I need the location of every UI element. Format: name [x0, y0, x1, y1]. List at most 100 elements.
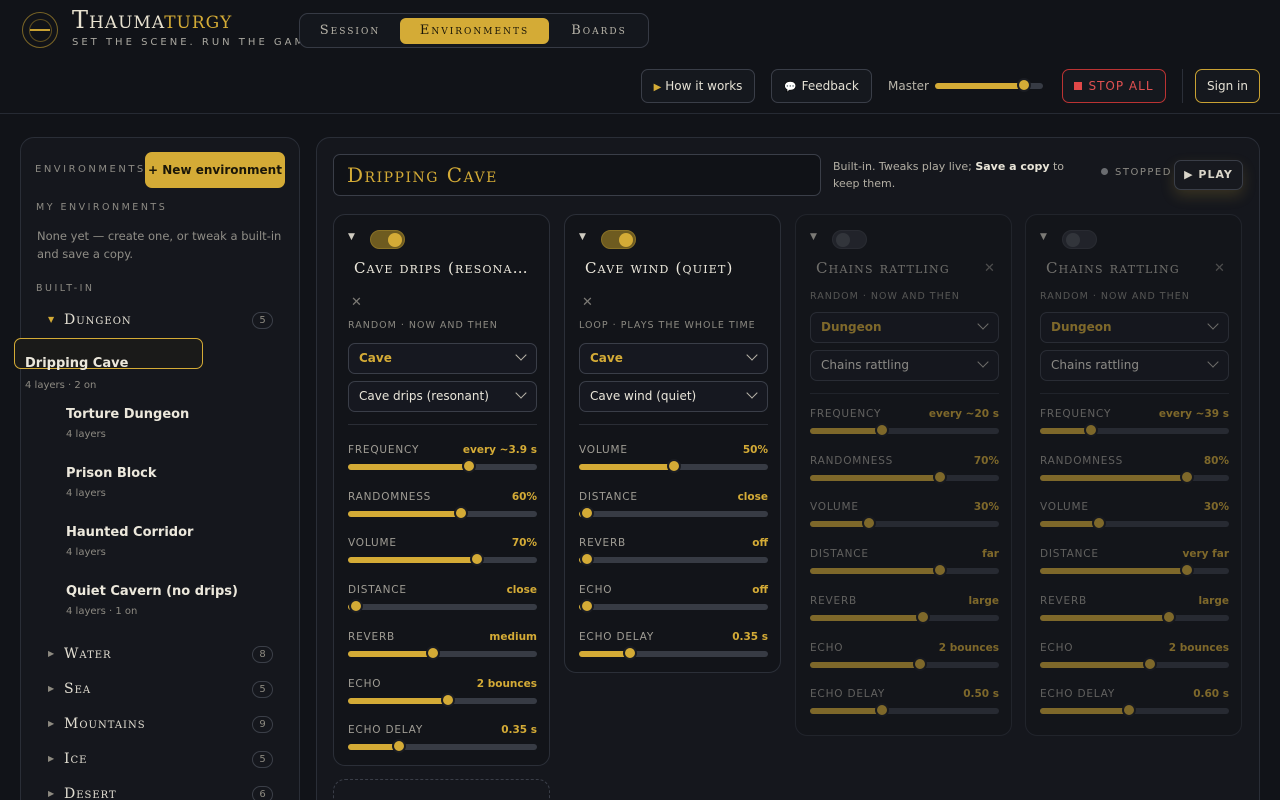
param-slider-echo[interactable] [348, 692, 537, 707]
param-slider-randomness[interactable] [810, 469, 999, 484]
slider-knob[interactable] [348, 599, 363, 614]
remove-layer-icon[interactable]: ✕ [984, 261, 995, 276]
param-slider-distance[interactable] [810, 563, 999, 578]
param-label-randomness: RANDOMNESS [1040, 454, 1124, 467]
env-item-prison-block[interactable]: Prison Block 4 layers [56, 456, 285, 514]
slider-knob[interactable] [1091, 516, 1106, 531]
slider-knob[interactable] [666, 459, 681, 473]
slider-knob[interactable] [1084, 423, 1099, 437]
param-slider-distance[interactable] [579, 505, 768, 520]
slider-knob[interactable] [461, 459, 476, 473]
layer-enable-toggle[interactable] [601, 230, 636, 249]
param-slider-volume[interactable] [348, 552, 537, 567]
env-item-quiet-cavern[interactable]: Quiet Cavern (no drips) 4 layers · 1 on [56, 574, 285, 632]
slider-knob[interactable] [579, 599, 594, 614]
remove-layer-icon[interactable]: ✕ [1214, 261, 1225, 276]
slider-knob[interactable] [1161, 609, 1176, 624]
collapse-icon[interactable]: ▼ [810, 232, 817, 242]
sign-in-button[interactable]: Sign in [1195, 69, 1260, 103]
sound-select[interactable]: Cave drips (resonant) [348, 381, 537, 412]
category-select[interactable]: Dungeon [810, 312, 999, 343]
param-slider-echo[interactable] [579, 599, 768, 614]
param-slider-echo-delay[interactable] [1040, 703, 1229, 718]
collapse-icon[interactable]: ▼ [579, 232, 586, 242]
slider-knob[interactable] [426, 645, 441, 660]
param-label-echo: ECHO [1040, 641, 1074, 654]
slider-knob[interactable] [1121, 703, 1136, 718]
param-slider-volume[interactable] [1040, 516, 1229, 531]
slider-knob[interactable] [933, 469, 948, 484]
sound-select[interactable]: Chains rattling [810, 350, 999, 381]
category-select[interactable]: Cave [579, 343, 768, 374]
slider-knob[interactable] [874, 703, 889, 718]
param-slider-echo-delay[interactable] [348, 739, 537, 754]
param-slider-randomness[interactable] [348, 505, 537, 520]
remove-layer-icon[interactable]: ✕ [582, 295, 593, 310]
slider-knob[interactable] [454, 505, 469, 520]
tab-environments[interactable]: Environments [400, 18, 549, 44]
remove-layer-icon[interactable]: ✕ [351, 295, 362, 310]
param-slider-frequency[interactable] [348, 459, 537, 473]
play-label: PLAY [1198, 168, 1233, 181]
slider-knob[interactable] [392, 739, 407, 754]
slider-knob[interactable] [933, 563, 948, 578]
master-volume-fill [935, 83, 1024, 89]
collapse-icon[interactable]: ▼ [348, 232, 355, 242]
param-slider-distance[interactable] [348, 599, 537, 614]
new-environment-button[interactable]: + New environment [145, 152, 285, 188]
slider-knob[interactable] [579, 552, 594, 567]
param-slider-echo[interactable] [810, 656, 999, 671]
param-slider-echo-delay[interactable] [810, 703, 999, 718]
env-item-dripping-cave[interactable]: Dripping Cave 4 layers · 2 on [14, 338, 203, 391]
master-volume-slider[interactable] [935, 78, 1043, 92]
param-slider-reverb[interactable] [1040, 609, 1229, 624]
play-button[interactable]: ▶ PLAY [1174, 160, 1243, 190]
slider-fill [1040, 474, 1188, 481]
layer-enable-toggle[interactable] [370, 230, 405, 249]
layer-enable-toggle[interactable] [1062, 230, 1097, 249]
slider-knob[interactable] [579, 505, 594, 520]
env-item-torture-dungeon[interactable]: Torture Dungeon 4 layers [56, 397, 285, 455]
param-slider-distance[interactable] [1040, 563, 1229, 578]
tab-boards[interactable]: Boards [571, 23, 627, 38]
param-slider-frequency[interactable] [1040, 423, 1229, 437]
slider-knob[interactable] [1180, 469, 1195, 484]
env-item-haunted-corridor[interactable]: Haunted Corridor 4 layers [56, 515, 285, 573]
category-select[interactable]: Dungeon [1040, 312, 1229, 343]
param-slider-reverb[interactable] [348, 645, 537, 660]
param-slider-echo[interactable] [1040, 656, 1229, 671]
slider-knob[interactable] [469, 552, 484, 567]
collapse-icon[interactable]: ▼ [1040, 232, 1047, 242]
param-slider-volume[interactable] [579, 459, 768, 473]
slider-knob[interactable] [874, 423, 889, 437]
param-slider-frequency[interactable] [810, 423, 999, 437]
toggle-knob [836, 233, 850, 247]
layer-enable-toggle[interactable] [832, 230, 867, 249]
param-slider-reverb[interactable] [810, 609, 999, 624]
slider-knob[interactable] [1142, 656, 1157, 671]
sound-select[interactable]: Cave wind (quiet) [579, 381, 768, 412]
feedback-button[interactable]: 💬 Feedback [771, 69, 872, 103]
add-layer-card[interactable] [333, 779, 550, 800]
slider-knob[interactable] [861, 516, 876, 531]
slider-knob[interactable] [441, 692, 456, 707]
slider-knob[interactable] [623, 645, 638, 660]
chevron-right-icon: ▶ [48, 649, 56, 658]
param-slider-echo-delay[interactable] [579, 645, 768, 660]
slider-knob[interactable] [912, 656, 927, 671]
param-slider-volume[interactable] [810, 516, 999, 531]
slider-knob[interactable] [916, 609, 931, 624]
group-count: 5 [252, 681, 273, 698]
environment-title-input[interactable]: Dripping Cave [333, 154, 821, 196]
how-it-works-button[interactable]: ▶ How it works [641, 69, 755, 103]
slider-knob[interactable] [1180, 563, 1195, 578]
toggle-knob [1066, 233, 1080, 247]
tab-session[interactable]: Session [319, 23, 381, 38]
chevron-down-icon [746, 387, 758, 399]
param-slider-reverb[interactable] [579, 552, 768, 567]
sound-select[interactable]: Chains rattling [1040, 350, 1229, 381]
stop-all-button[interactable]: STOP ALL [1062, 69, 1166, 103]
category-select[interactable]: Cave [348, 343, 537, 374]
param-slider-randomness[interactable] [1040, 469, 1229, 484]
master-volume-knob[interactable] [1016, 78, 1031, 92]
